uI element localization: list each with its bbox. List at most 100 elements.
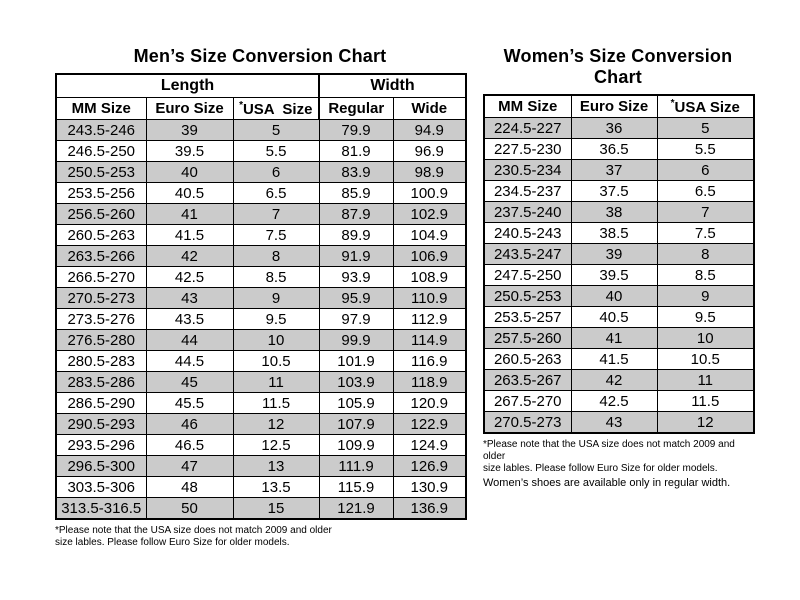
cell: 243.5-247 [483, 243, 572, 265]
cell: 44.5 [145, 350, 234, 372]
cell: 13 [232, 455, 320, 477]
cell: 107.9 [318, 413, 394, 435]
cell: 121.9 [318, 497, 394, 520]
table-row: 253.5-257 40.5 9.5 [483, 306, 755, 328]
cell: 38 [570, 201, 658, 223]
cell: 39.5 [570, 264, 658, 286]
cell: 240.5-243 [483, 222, 572, 244]
cell: 296.5-300 [55, 455, 147, 477]
cell: 247.5-250 [483, 264, 572, 286]
cell: 41 [145, 203, 234, 225]
cell: 40 [145, 161, 234, 183]
womens-size-table: MM Size Euro Size *USA Size 224.5-227 36 5… [483, 94, 755, 434]
womens-chart-section: Women’s Size Conversion Chart MM Size Eu… [483, 46, 755, 490]
cell: 10.5 [232, 350, 320, 372]
cell: 246.5-250 [55, 140, 147, 162]
cell: 91.9 [318, 245, 394, 267]
table-row: 313.5-316.5 50 15 121.9 136.9 [55, 497, 467, 520]
cell: 45.5 [145, 392, 234, 414]
table-row: 234.5-237 37.5 6.5 [483, 180, 755, 202]
cell: 270.5-273 [483, 411, 572, 434]
table-row: 243.5-247 39 8 [483, 243, 755, 265]
mens-table-header: Length Width MM Size Euro Size *USA Size… [55, 73, 467, 120]
table-row: 253.5-256 40.5 6.5 85.9 100.9 [55, 182, 467, 204]
cell: 283.5-286 [55, 371, 147, 393]
table-row: 257.5-260 41 10 [483, 327, 755, 349]
womens-width-note: Women’s shoes are available only in regu… [483, 477, 731, 489]
cell: 5 [232, 119, 320, 141]
table-row: 224.5-227 36 5 [483, 117, 755, 139]
cell: 116.9 [392, 350, 467, 372]
cell: 41.5 [570, 348, 658, 370]
cell: 46 [145, 413, 234, 435]
cell: 267.5-270 [483, 390, 572, 412]
table-row: 267.5-270 42.5 11.5 [483, 390, 755, 412]
cell: 115.9 [318, 476, 394, 498]
cell: 290.5-293 [55, 413, 147, 435]
table-row: 280.5-283 44.5 10.5 101.9 116.9 [55, 350, 467, 372]
cell: 36.5 [570, 138, 658, 160]
cell: 37.5 [570, 180, 658, 202]
cell: 97.9 [318, 308, 394, 330]
cell: 8 [232, 245, 320, 267]
cell: 79.9 [318, 119, 394, 141]
cell: 293.5-296 [55, 434, 147, 456]
table-row: 263.5-266 42 8 91.9 106.9 [55, 245, 467, 267]
cell: 7.5 [656, 222, 755, 244]
cell: 8 [656, 243, 755, 265]
cell: 270.5-273 [55, 287, 147, 309]
cell: 94.9 [392, 119, 467, 141]
cell: 124.9 [392, 434, 467, 456]
asterisk: * [239, 99, 243, 111]
table-row: 250.5-253 40 6 83.9 98.9 [55, 161, 467, 183]
cell: 104.9 [392, 224, 467, 246]
cell: 103.9 [318, 371, 394, 393]
usa-size-label: USA Size [674, 98, 740, 116]
cell: 41.5 [145, 224, 234, 246]
cell: 120.9 [392, 392, 467, 414]
cell: 266.5-270 [55, 266, 147, 288]
cell: 42.5 [570, 390, 658, 412]
table-row: 246.5-250 39.5 5.5 81.9 96.9 [55, 140, 467, 162]
col-header-usa-size: *USA Size [232, 97, 320, 120]
table-row: 303.5-306 48 13.5 115.9 130.9 [55, 476, 467, 498]
cell: 43 [570, 411, 658, 434]
cell: 45 [145, 371, 234, 393]
cell: 40.5 [145, 182, 234, 204]
cell: 273.5-276 [55, 308, 147, 330]
cell: 99.9 [318, 329, 394, 351]
cell: 6.5 [232, 182, 320, 204]
table-row: 290.5-293 46 12 107.9 122.9 [55, 413, 467, 435]
cell: 9.5 [232, 308, 320, 330]
table-row: 230.5-234 37 6 [483, 159, 755, 181]
cell: 96.9 [392, 140, 467, 162]
cell: 42.5 [145, 266, 234, 288]
cell: 111.9 [318, 455, 394, 477]
cell: 39.5 [145, 140, 234, 162]
cell: 81.9 [318, 140, 394, 162]
cell: 256.5-260 [55, 203, 147, 225]
cell: 11.5 [656, 390, 755, 412]
group-header-length: Length [55, 73, 320, 98]
cell: 11.5 [232, 392, 320, 414]
womens-table-body: 224.5-227 36 5 227.5-230 36.5 5.5 230.5-234 37 6… [483, 117, 755, 434]
cell: 38.5 [570, 222, 658, 244]
mens-table-body: 243.5-246 39 5 79.9 94.9 246.5-250 39.5 5.5 81.9… [55, 119, 467, 520]
cell: 13.5 [232, 476, 320, 498]
table-row: 250.5-253 40 9 [483, 285, 755, 307]
cell: 227.5-230 [483, 138, 572, 160]
cell: 276.5-280 [55, 329, 147, 351]
cell: 253.5-257 [483, 306, 572, 328]
cell: 126.9 [392, 455, 467, 477]
col-header-wide: Wide [392, 97, 467, 120]
cell: 15 [232, 497, 320, 520]
cell: 87.9 [318, 203, 394, 225]
table-row: 266.5-270 42.5 8.5 93.9 108.9 [55, 266, 467, 288]
cell: 263.5-267 [483, 369, 572, 391]
cell: 39 [570, 243, 658, 265]
cell: 47 [145, 455, 234, 477]
cell: 93.9 [318, 266, 394, 288]
cell: 250.5-253 [483, 285, 572, 307]
cell: 44 [145, 329, 234, 351]
cell: 10 [656, 327, 755, 349]
